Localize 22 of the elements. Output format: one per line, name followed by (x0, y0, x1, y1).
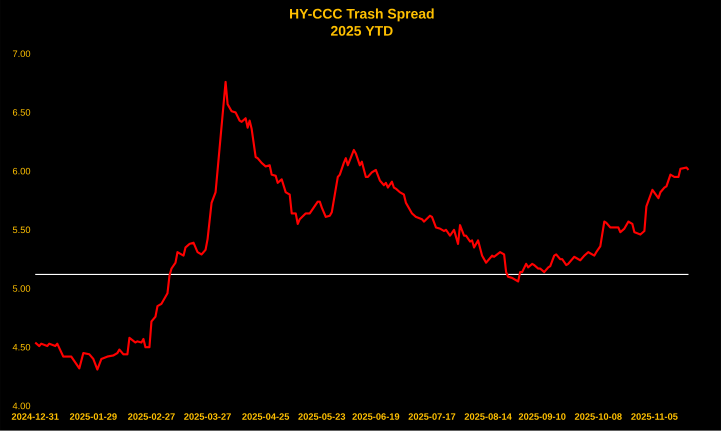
y-tick-label: 6.50 (12, 109, 30, 116)
y-tick-label: 7.00 (12, 50, 30, 58)
x-tick-label: 2025-02-27 (128, 413, 175, 420)
x-tick-label: 2025-01-29 (70, 413, 117, 420)
line-series (34, 80, 690, 371)
x-tick-label: 2025-07-17 (408, 413, 456, 420)
x-tick-label: 2024-12-31 (12, 413, 59, 420)
x-tick-label: 2025-04-25 (242, 413, 290, 420)
x-tick-label: 2025-03-27 (184, 413, 231, 420)
x-tick-label: 2025-05-23 (298, 413, 346, 420)
x-tick-label: 2025-06-19 (352, 413, 400, 420)
x-tick-label: 2025-11-05 (631, 413, 678, 420)
x-tick-label: 2025-09-10 (518, 413, 566, 420)
x-tick-label: 2025-10-08 (574, 413, 622, 420)
y-tick-label: 5.50 (12, 226, 30, 234)
y-tick-label: 5.00 (12, 285, 30, 292)
y-tick-label: 6.00 (12, 168, 30, 175)
chart-title: HY-CCC Trash Spread (290, 8, 434, 22)
x-tick-label: 2025-08-14 (464, 413, 512, 420)
y-tick-label: 4.50 (12, 344, 30, 351)
y-tick-label: 4.00 (12, 402, 30, 410)
chart-subtitle: 2025 YTD (330, 26, 393, 36)
